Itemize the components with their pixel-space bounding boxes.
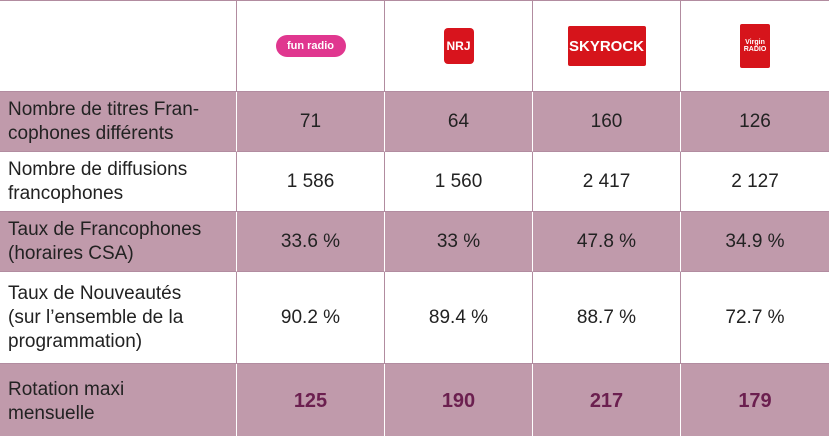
value-cell: 179 <box>681 364 829 436</box>
value-cell: 71 <box>237 92 385 152</box>
value-cell: 34.9 % <box>681 212 829 272</box>
row-label: Taux de Francophones (horaires CSA) <box>0 212 237 272</box>
logo-cell: Virgin RADIO <box>681 0 829 92</box>
label-line: Nombre de diffusions <box>8 158 188 180</box>
value-cell: 64 <box>385 92 533 152</box>
value-cell: 126 <box>681 92 829 152</box>
value-cell: 160 <box>533 92 681 152</box>
label-line: mensuelle <box>8 402 95 424</box>
value-cell: 47.8 % <box>533 212 681 272</box>
value-cell: 125 <box>237 364 385 436</box>
value-cell: 1 560 <box>385 152 533 212</box>
value-cell: 2 127 <box>681 152 829 212</box>
logo-cell: SKYROCK <box>533 0 681 92</box>
radio-logo: fun radio <box>275 35 346 57</box>
label-line: Nombre de titres Fran- <box>8 98 200 120</box>
label-line: Taux de Nouveautés <box>8 282 182 304</box>
value-cell: 2 417 <box>533 152 681 212</box>
value-cell: 33 % <box>385 212 533 272</box>
radio-logo: SKYROCK <box>567 26 646 66</box>
label-line: francophones <box>8 182 124 204</box>
value-cell: 217 <box>533 364 681 436</box>
row-label: Taux de Nouveautés (sur l’ensemble de la p… <box>0 272 237 364</box>
logo-cell: fun radio <box>237 0 385 92</box>
label-line: programmation) <box>8 330 143 352</box>
row-label: Nombre de diffusions francophones <box>0 152 237 212</box>
label-line: (sur l’ensemble de la <box>8 306 184 328</box>
row-label: Nombre de titres Fran-cophones différent… <box>0 92 237 152</box>
row-label: Rotation maxi mensuelle <box>0 364 237 436</box>
value-cell: 33.6 % <box>237 212 385 272</box>
header-cell <box>0 0 237 92</box>
logo-cell: NRJ <box>385 0 533 92</box>
value-cell: 72.7 % <box>681 272 829 364</box>
label-line: (horaires CSA) <box>8 242 134 264</box>
label-line: cophones différents <box>8 122 174 144</box>
radio-logo: Virgin RADIO <box>740 24 770 68</box>
value-cell: 88.7 % <box>533 272 681 364</box>
value-cell: 1 586 <box>237 152 385 212</box>
value-cell: 89.4 % <box>385 272 533 364</box>
label-line: Rotation maxi <box>8 378 125 400</box>
radio-logo: NRJ <box>443 28 474 64</box>
value-cell: 90.2 % <box>237 272 385 364</box>
value-cell: 190 <box>385 364 533 436</box>
label-line: Taux de Francophones <box>8 218 202 240</box>
